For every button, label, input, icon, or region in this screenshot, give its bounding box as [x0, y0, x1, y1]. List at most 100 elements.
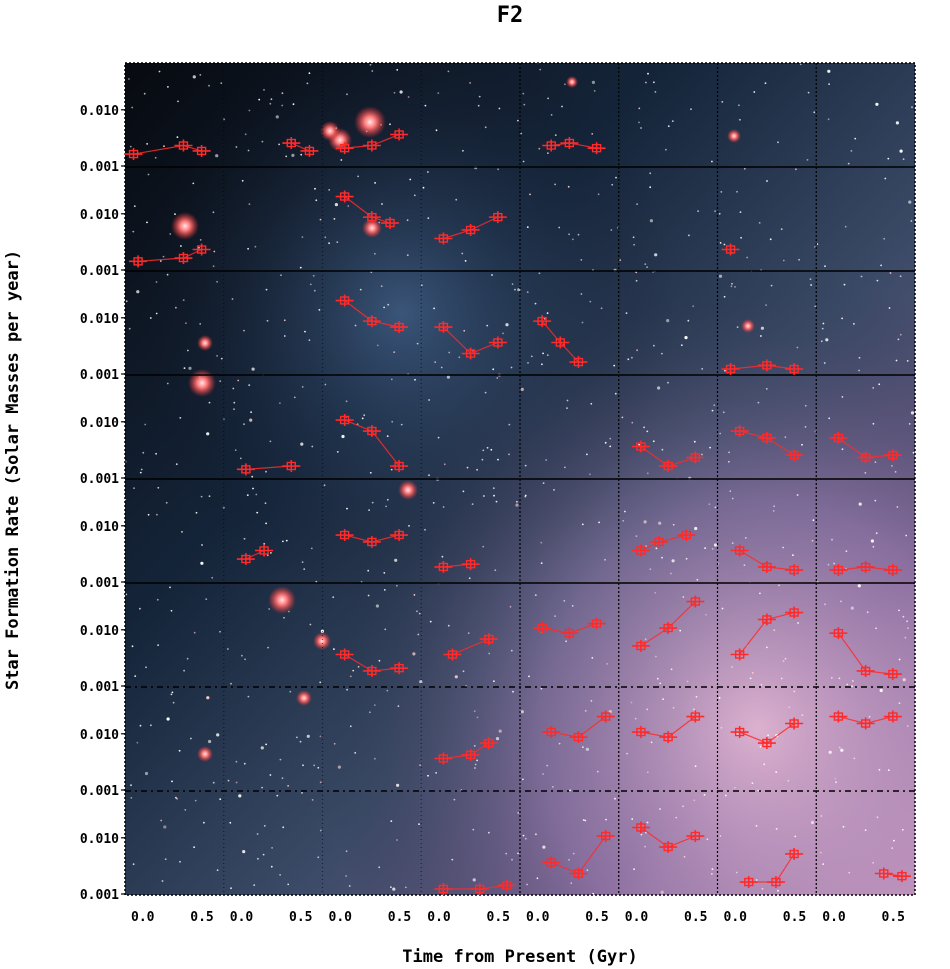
star-dot [393, 91, 396, 94]
star-dot [568, 233, 570, 236]
sfr-connector [883, 872, 903, 877]
star-dot [614, 797, 616, 800]
star-dot [644, 263, 647, 265]
star-dot [558, 742, 561, 745]
star-dot [169, 586, 171, 589]
star-dot [606, 663, 608, 665]
star-dot [810, 284, 812, 286]
star-dot [390, 378, 393, 381]
sfr-connector [667, 601, 696, 629]
star-dot [276, 794, 279, 797]
star-dot [520, 710, 524, 714]
star-dot [261, 786, 263, 789]
star-dot [827, 69, 831, 73]
star-dot [538, 272, 541, 275]
star-dot [378, 659, 381, 662]
star-dot [473, 710, 476, 713]
star-dot [894, 471, 897, 473]
star-dot [380, 285, 383, 288]
star-dot [858, 356, 861, 359]
star-dot [784, 436, 787, 438]
star-dot [852, 680, 854, 682]
star-dot [904, 636, 907, 639]
star-dot [564, 83, 566, 86]
figure-title: F2 [497, 3, 524, 28]
sfr-connector [640, 627, 669, 647]
star-dot [810, 820, 815, 825]
star-dot [333, 218, 336, 220]
star-dot [412, 652, 416, 656]
star-dot [455, 198, 458, 201]
sfr-connector [667, 835, 696, 848]
star-dot [201, 544, 203, 546]
star-dot [643, 426, 645, 429]
star-dot [413, 194, 416, 197]
sfr-connector [667, 716, 696, 738]
star-dot [775, 828, 778, 830]
star-dot [130, 797, 133, 799]
star-dot [662, 698, 664, 701]
star-dot [625, 312, 628, 314]
star-dot [671, 120, 674, 122]
star-dot [647, 72, 649, 75]
star-dot [827, 563, 830, 566]
star-dot [385, 505, 387, 508]
star-dot [609, 445, 612, 448]
sfr-connector [344, 196, 373, 218]
star-dot [860, 275, 863, 278]
star-dot [265, 470, 267, 473]
star-dot [183, 669, 186, 672]
star-dot [658, 521, 662, 525]
star-dot [406, 254, 409, 256]
star-dot [252, 487, 254, 490]
star-dot [711, 873, 713, 875]
star-dot [154, 156, 157, 159]
star-dot [498, 107, 501, 110]
star-dot [580, 259, 583, 261]
star-dot [765, 388, 768, 390]
y-tick-label: 0.010 [80, 208, 119, 223]
star-dot [730, 285, 733, 288]
star-dot [760, 683, 763, 686]
star-dot [610, 229, 613, 231]
star-dot [229, 821, 232, 824]
star-dot [156, 598, 159, 601]
star-dot [619, 259, 621, 261]
star-dot [566, 407, 568, 409]
star-dot [308, 72, 311, 75]
star-dot [640, 127, 642, 129]
star-dot [593, 90, 596, 92]
sfr-connector [551, 731, 579, 738]
y-axis-title: Star Formation Rate (Solar Masses per ye… [3, 250, 23, 690]
star-dot [655, 655, 657, 658]
star-dot [847, 162, 850, 165]
star-dot [581, 523, 584, 526]
x-tick-label: 0.5 [289, 910, 312, 925]
star-dot [158, 70, 161, 73]
star-dot [317, 856, 320, 859]
star-dot [590, 700, 593, 702]
star-dot [638, 121, 640, 124]
star-dot [454, 675, 458, 679]
star-dot [840, 748, 844, 752]
star-dot [709, 446, 711, 449]
star-dot [282, 540, 284, 543]
star-dot [679, 629, 682, 632]
sfr-connector [865, 566, 893, 571]
star-dot [714, 506, 717, 509]
star-dot [840, 600, 842, 603]
star-dot [565, 640, 567, 643]
y-tick-label: 0.010 [80, 312, 119, 327]
star-dot [281, 92, 284, 95]
star-dot [394, 558, 398, 562]
star-dot [551, 786, 554, 788]
star-dot [795, 168, 797, 171]
star-dot [243, 537, 246, 540]
star-dot [899, 275, 902, 278]
y-tick-label: 0.010 [80, 104, 119, 119]
star-dot [216, 733, 220, 737]
star-dot [443, 463, 446, 466]
x-tick-label: 0.0 [625, 910, 649, 925]
star-dot [692, 305, 695, 308]
star-dot [481, 458, 484, 461]
